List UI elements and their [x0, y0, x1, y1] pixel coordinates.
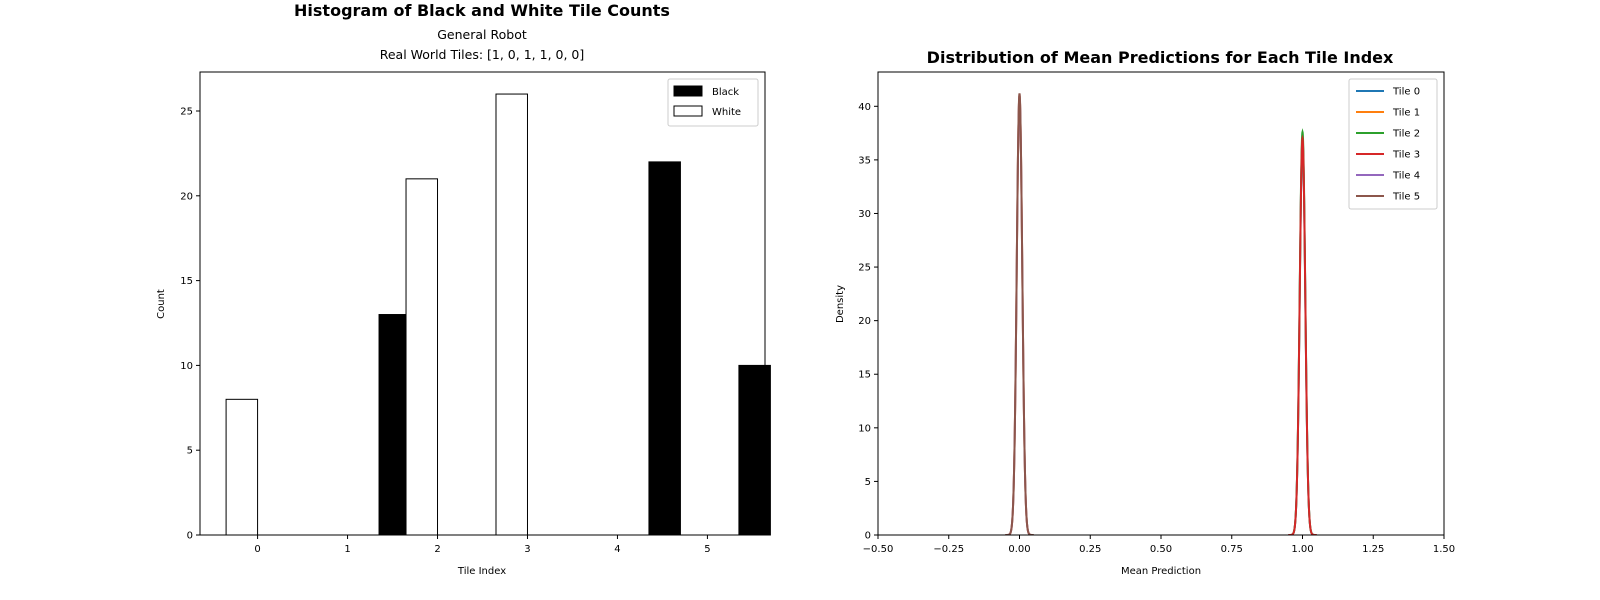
density-line-tile-3	[1288, 134, 1317, 535]
bar-white-tile-3	[495, 93, 528, 536]
density-x-ticks: −0.50 −0.25 0.00 0.25 0.50 0.75 1.00 1.25 1.50	[863, 535, 1455, 555]
histogram-bars	[225, 93, 771, 536]
density-line-tile-5	[1005, 93, 1034, 535]
x-tick-label: 2	[434, 544, 440, 555]
x-tick-label: 0.25	[1079, 544, 1101, 555]
bar-black-tile-5	[738, 364, 771, 536]
y-tick-label: 0	[187, 531, 193, 542]
x-tick-label: 1.50	[1433, 544, 1455, 555]
bar-black-tile-4	[648, 161, 681, 536]
y-tick-label: 10	[858, 423, 871, 434]
y-tick-label: 25	[180, 107, 193, 118]
y-tick-label: 10	[180, 361, 193, 372]
density-line-tile-0	[1288, 136, 1317, 535]
x-tick-label: 1.00	[1291, 544, 1313, 555]
histogram-x-axis-label: Tile Index	[457, 566, 506, 577]
y-tick-label: 5	[187, 446, 193, 457]
density-chart: Distribution of Mean Predictions for Eac…	[835, 48, 1455, 577]
density-lines	[1005, 93, 1317, 535]
histogram-y-ticks: 0 5 10 15 20 25	[180, 107, 200, 542]
legend-label-tile-1: Tile 1	[1392, 108, 1420, 119]
x-tick-label: 0	[254, 544, 260, 555]
x-tick-label: 1.25	[1362, 544, 1384, 555]
y-tick-label: 0	[865, 531, 871, 542]
x-tick-label: −0.25	[933, 544, 964, 555]
legend-label-black: Black	[712, 87, 739, 98]
density-y-axis-label: Density	[835, 285, 846, 323]
y-tick-label: 15	[858, 370, 871, 381]
bar-white-tile-2	[405, 178, 439, 536]
histogram-y-axis-label: Count	[156, 289, 167, 319]
legend-label-tile-0: Tile 0	[1392, 87, 1420, 98]
y-tick-label: 20	[858, 316, 871, 327]
density-legend-box	[1348, 78, 1438, 210]
legend-swatch-black	[673, 85, 703, 97]
x-tick-label: −0.50	[863, 544, 894, 555]
histogram-title: Histogram of Black and White Tile Counts	[294, 1, 670, 20]
density-y-ticks: 0 5 10 15 20 25 30 35 40	[858, 102, 878, 542]
y-tick-label: 20	[180, 191, 193, 202]
y-tick-label: 40	[858, 102, 871, 113]
x-tick-label: 0.00	[1008, 544, 1030, 555]
histogram-chart: Histogram of Black and White Tile Counts…	[156, 1, 771, 577]
x-tick-label: 0.75	[1221, 544, 1243, 555]
density-x-axis-label: Mean Prediction	[1121, 566, 1201, 577]
y-tick-label: 5	[865, 477, 871, 488]
density-title: Distribution of Mean Predictions for Eac…	[927, 48, 1394, 67]
density-legend: Tile 0 Tile 1 Tile 2 Tile 3 Tile 4 Tile 5	[1348, 78, 1438, 210]
legend-label-white: White	[712, 107, 741, 118]
histogram-plot-frame	[199, 71, 766, 536]
legend-label-tile-2: Tile 2	[1392, 129, 1420, 140]
y-tick-label: 15	[180, 276, 193, 287]
histogram-x-ticks: 0 1 2 3 4 5	[254, 535, 711, 555]
x-tick-label: 0.50	[1150, 544, 1172, 555]
x-tick-label: 3	[524, 544, 530, 555]
legend-label-tile-3: Tile 3	[1392, 150, 1420, 161]
density-line-tile-1	[1005, 95, 1034, 535]
bar-black-tile-1	[378, 314, 412, 536]
histogram-subtitle-tiles: Real World Tiles: [1, 0, 1, 1, 0, 0]	[380, 47, 585, 62]
x-tick-label: 5	[704, 544, 710, 555]
density-line-tile-2	[1288, 128, 1317, 535]
x-tick-label: 1	[344, 544, 350, 555]
bar-white-tile-0	[225, 398, 259, 536]
x-tick-label: 4	[614, 544, 620, 555]
histogram-legend: Black White	[667, 78, 759, 127]
y-tick-label: 30	[858, 209, 871, 220]
legend-label-tile-5: Tile 5	[1392, 192, 1420, 203]
y-tick-label: 25	[858, 263, 871, 274]
legend-label-tile-4: Tile 4	[1392, 171, 1420, 182]
y-tick-label: 35	[858, 155, 871, 166]
legend-swatch-white	[673, 105, 703, 117]
density-line-tile-4	[1005, 95, 1034, 535]
histogram-subtitle-robot: General Robot	[437, 27, 527, 42]
